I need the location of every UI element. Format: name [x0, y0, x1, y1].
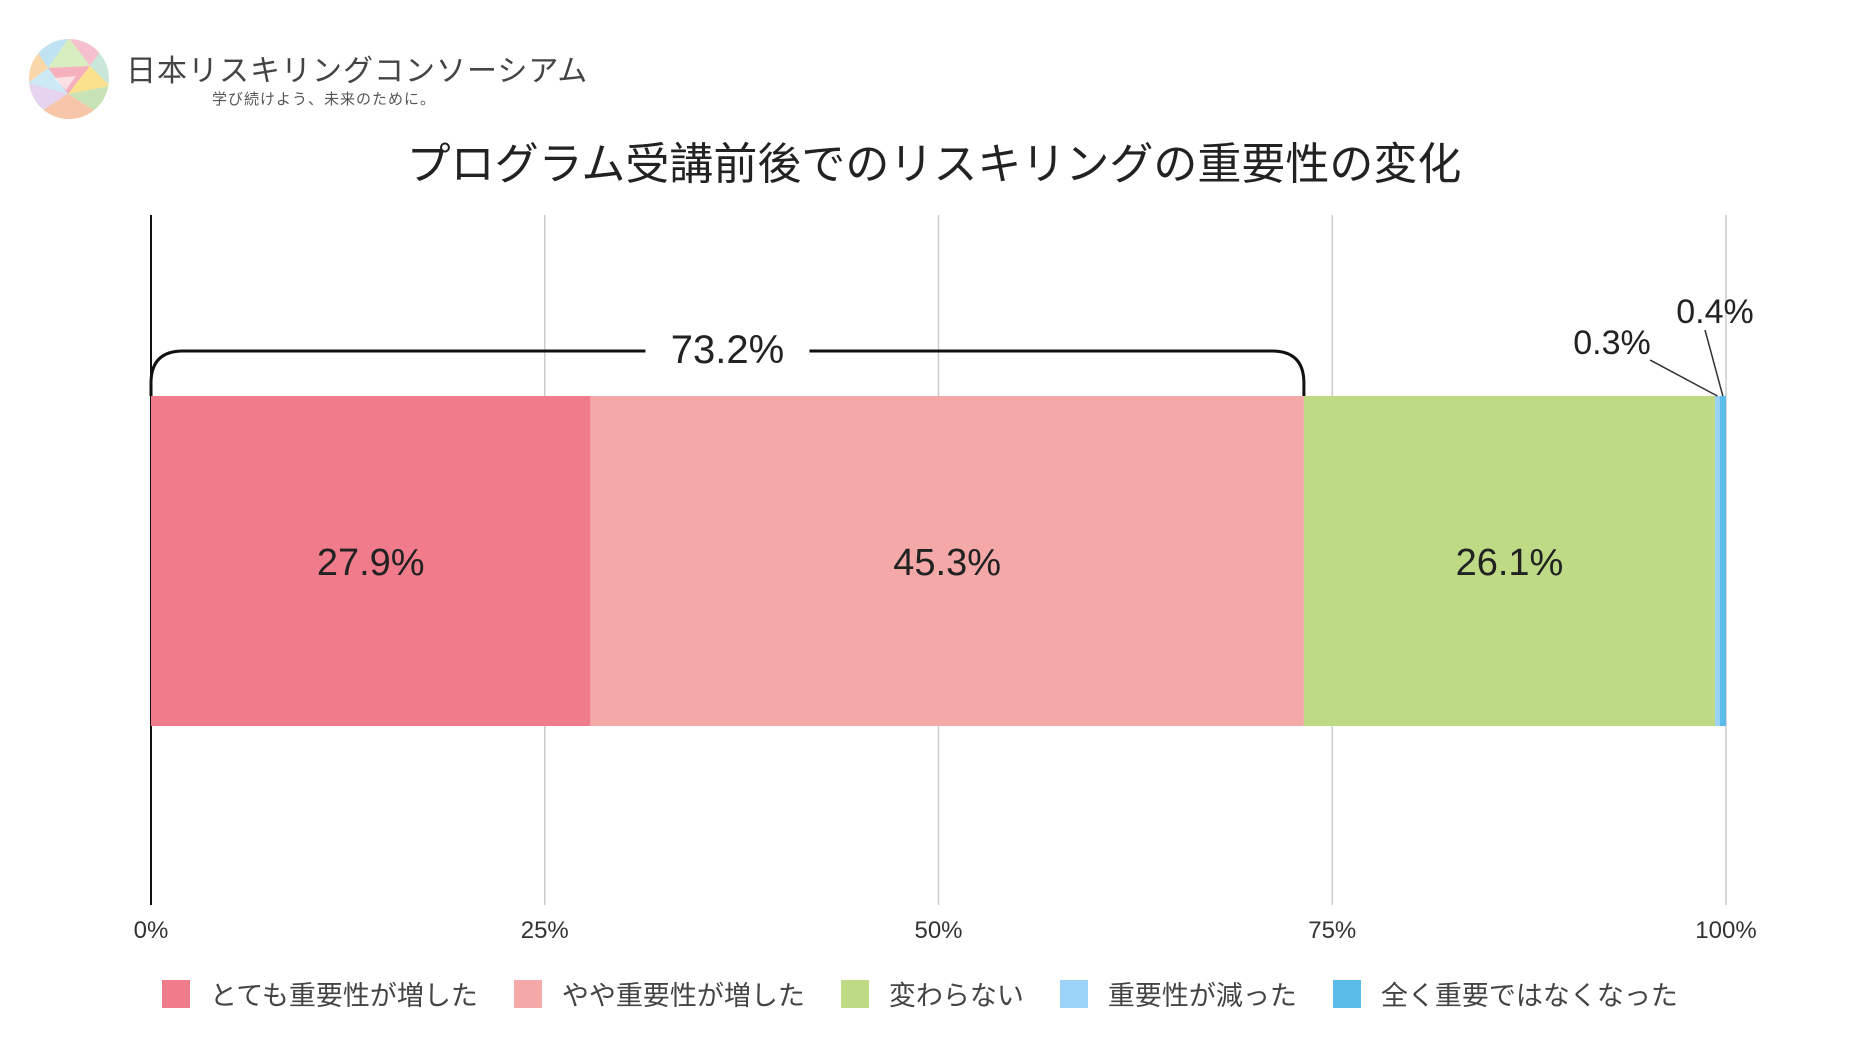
callout-label-decreased: 0.3%	[1573, 324, 1651, 362]
brand-name: 日本リスキリングコンソーシアム	[126, 54, 589, 89]
bracket-total-label: 73.2%	[671, 328, 784, 372]
bracket-right-arm	[809, 349, 1306, 396]
legend-label: とても重要性が増した	[210, 981, 478, 1012]
x-tick-label: 0%	[134, 917, 169, 944]
legend-item: 全く重要ではなくなった	[1332, 974, 1678, 1013]
legend-item: とても重要性が増した	[162, 974, 478, 1013]
bar-segment	[151, 396, 591, 726]
legend-swatch	[840, 979, 869, 1008]
legend-label: やや重要性が増した	[561, 981, 805, 1012]
x-tick-label: 75%	[1308, 917, 1356, 944]
stacked-bar-chart: 27.9% 45.3% 26.1% 73.2% 0.3% 0.4% 0% 25% 5…	[134, 215, 1757, 944]
legend-label: 重要性が減った	[1107, 981, 1297, 1012]
bar-value-label: 45.3%	[893, 542, 1001, 584]
legend-label: 全く重要ではなくなった	[1380, 981, 1678, 1012]
legend-swatch	[162, 979, 190, 1008]
bar-value-label: 26.1%	[1456, 542, 1564, 584]
x-tick-label: 100%	[1695, 917, 1756, 944]
legend-swatch	[1059, 979, 1088, 1008]
x-tick-label: 25%	[521, 917, 569, 944]
legend-item: 重要性が減った	[1059, 974, 1297, 1013]
legend-item: やや重要性が増した	[513, 974, 805, 1013]
bar-segment	[1714, 396, 1720, 726]
x-tick-label: 50%	[914, 917, 962, 944]
callout-label-not-important: 0.4%	[1676, 293, 1754, 331]
bar-segment	[1303, 396, 1715, 726]
legend-swatch	[1332, 979, 1361, 1008]
bar-segment	[1719, 396, 1726, 726]
legend-label: 変わらない	[888, 981, 1024, 1012]
chart-legend: とても重要性が増した やや重要性が増した 変わらない 重要性が減った 全く重要で…	[162, 974, 1714, 1013]
bar-segment	[590, 396, 1304, 726]
bar-value-label: 27.9%	[317, 542, 425, 584]
consortium-logo-icon	[29, 39, 109, 119]
bracket-left-arm	[149, 349, 646, 396]
legend-item: 変わらない	[840, 974, 1024, 1013]
callout-leader-line	[1704, 329, 1724, 397]
brand-tagline: 学び続けよう、未来のために。	[212, 90, 437, 108]
chart-title: プログラム受講前後でのリスキリングの重要性の変化	[406, 139, 1462, 190]
legend-swatch	[513, 979, 542, 1008]
callout-leader-line	[1649, 359, 1718, 397]
